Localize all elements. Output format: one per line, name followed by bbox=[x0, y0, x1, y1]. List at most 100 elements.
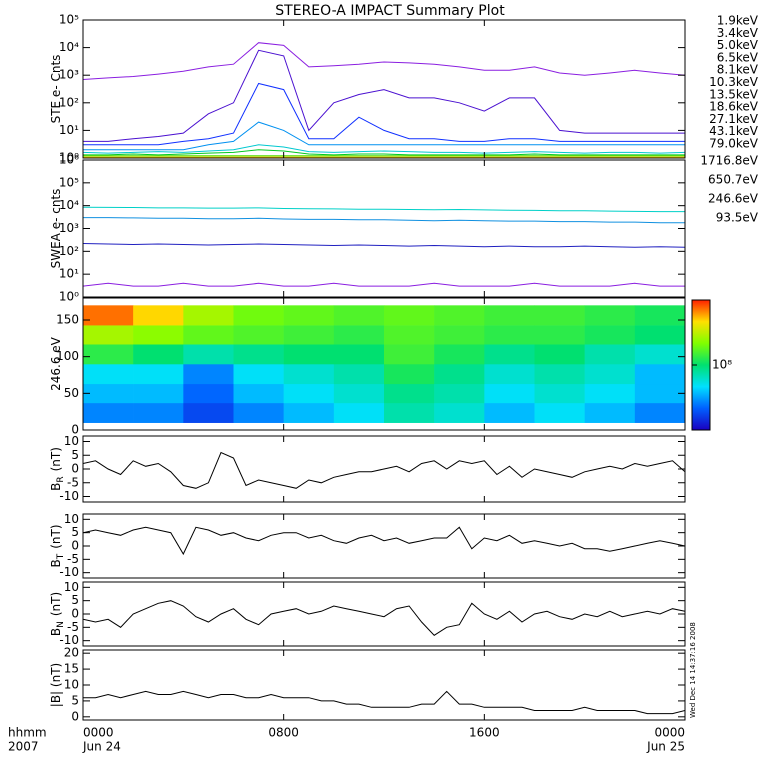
y-tick-label: 50 bbox=[64, 386, 79, 400]
y-tick-label: 10 bbox=[64, 678, 79, 692]
y-tick-label: 10 bbox=[64, 434, 79, 448]
heatmap-cell bbox=[434, 305, 485, 326]
heatmap-cell bbox=[183, 402, 234, 423]
y-tick-label: 15 bbox=[64, 662, 79, 676]
y-axis-label-sub: R bbox=[56, 476, 66, 482]
heatmap-cell bbox=[434, 383, 485, 404]
y-tick-label: 10⁰ bbox=[59, 151, 79, 165]
heatmap-cell bbox=[233, 364, 284, 385]
y-tick-label: 5 bbox=[71, 693, 79, 707]
heatmap-cell bbox=[584, 364, 636, 385]
y-tick-label: 10⁰ bbox=[59, 290, 79, 304]
series-line bbox=[83, 121, 685, 151]
y-tick-label: 0 bbox=[71, 423, 79, 437]
heatmap-cell bbox=[283, 344, 335, 365]
heatmap-cell bbox=[484, 402, 535, 423]
heatmap-cell bbox=[133, 344, 184, 365]
y-tick-label: -5 bbox=[67, 552, 79, 566]
heatmap-cell bbox=[534, 364, 585, 385]
series-line bbox=[83, 206, 685, 213]
y-axis-label: BT (nT) bbox=[49, 524, 66, 567]
heatmap-cell bbox=[83, 305, 134, 326]
legend-entry: 10.3keV bbox=[709, 75, 759, 89]
y-tick-label: 10 bbox=[64, 580, 79, 594]
y-axis-label-unit: (nT) bbox=[49, 447, 63, 471]
legend-entry: 13.5keV bbox=[709, 87, 759, 101]
heatmap-cell bbox=[333, 344, 385, 365]
series-line bbox=[83, 243, 685, 248]
heatmap-cell bbox=[183, 364, 234, 385]
heatmap-cell bbox=[534, 325, 585, 345]
legend-entry: 1.9keV bbox=[717, 14, 759, 28]
y-tick-label: -10 bbox=[59, 565, 79, 579]
time-label: hhmm bbox=[8, 726, 47, 740]
y-tick-label: 0 bbox=[71, 607, 79, 621]
heatmap-cell bbox=[484, 305, 535, 326]
heatmap-cell bbox=[484, 383, 535, 404]
heatmap-cell bbox=[83, 383, 134, 404]
heatmap-cell bbox=[634, 364, 686, 385]
heatmap-cell bbox=[283, 325, 335, 345]
y-axis-label: STE e- Cnts bbox=[49, 55, 63, 124]
heatmap-cell bbox=[333, 383, 385, 404]
panel-frame bbox=[82, 297, 686, 431]
y-tick-label: -5 bbox=[67, 475, 79, 489]
heatmap-cell bbox=[233, 383, 284, 404]
colorbar-tick-label: 10⁸ bbox=[712, 358, 732, 372]
y-tick-label: 5 bbox=[71, 593, 79, 607]
heatmap-cell bbox=[183, 383, 234, 404]
y-tick-label: 10⁴ bbox=[59, 40, 79, 54]
y-tick-label: 20 bbox=[64, 646, 79, 660]
y-axis-label-unit: (nT) bbox=[49, 592, 63, 616]
heatmap-cell bbox=[83, 325, 134, 345]
heatmap-cell bbox=[233, 325, 284, 345]
heatmap-cell bbox=[534, 344, 585, 365]
heatmap-cell bbox=[384, 325, 435, 345]
x-tick-label: 1600 bbox=[469, 726, 500, 740]
heatmap-cell bbox=[133, 325, 184, 345]
legend-entry: 79.0keV bbox=[709, 137, 759, 151]
y-tick-label: 0 bbox=[71, 539, 79, 553]
legend-entry: 18.6keV bbox=[709, 100, 759, 114]
y-tick-label: 0 bbox=[71, 709, 79, 723]
legend-entry: 3.4keV bbox=[717, 26, 759, 40]
heatmap-cell bbox=[434, 344, 485, 365]
legend-entry: 6.5keV bbox=[717, 50, 759, 64]
y-tick-label: 10² bbox=[59, 95, 79, 109]
heatmap-cell bbox=[434, 364, 485, 385]
y-tick-label: 10² bbox=[59, 244, 79, 258]
heatmap-cell bbox=[333, 325, 385, 345]
series-line bbox=[83, 144, 685, 154]
x-tick-label: 0000 bbox=[83, 726, 114, 740]
y-tick-label: 100 bbox=[56, 349, 79, 363]
y-tick-label: 10¹ bbox=[59, 267, 79, 281]
legend-entry: 1716.8eV bbox=[700, 154, 758, 168]
panel-frame bbox=[82, 19, 686, 159]
y-tick-label: 5 bbox=[71, 448, 79, 462]
heatmap-cell bbox=[384, 305, 435, 326]
heatmap-cell bbox=[434, 402, 485, 423]
heatmap-cell bbox=[283, 383, 335, 404]
heatmap-cell bbox=[484, 344, 535, 365]
legend-entry: 27.1keV bbox=[709, 112, 759, 126]
heatmap-cell bbox=[333, 402, 385, 423]
heatmap-cell bbox=[584, 402, 636, 423]
y-tick-label: 150 bbox=[56, 313, 79, 327]
legend-entry: 8.1keV bbox=[717, 63, 759, 77]
series-line bbox=[83, 526, 685, 556]
y-tick-label: 10¹ bbox=[59, 123, 79, 137]
heatmap-cell bbox=[283, 305, 335, 326]
heatmap-cell bbox=[183, 305, 234, 326]
heatmap-cell bbox=[183, 344, 234, 365]
heatmap-cell bbox=[484, 325, 535, 345]
panel-frame bbox=[82, 581, 686, 647]
x-date-label: Jun 24 bbox=[82, 740, 121, 754]
y-axis-label-main: SWEA e- cnts bbox=[49, 189, 63, 269]
series-line bbox=[83, 600, 685, 636]
panel-frame bbox=[82, 513, 686, 579]
x-date-label: Jun 25 bbox=[646, 740, 685, 754]
y-axis-label-sub: T bbox=[56, 553, 66, 560]
y-tick-label: 5 bbox=[71, 525, 79, 539]
heatmap-cell bbox=[634, 344, 686, 365]
